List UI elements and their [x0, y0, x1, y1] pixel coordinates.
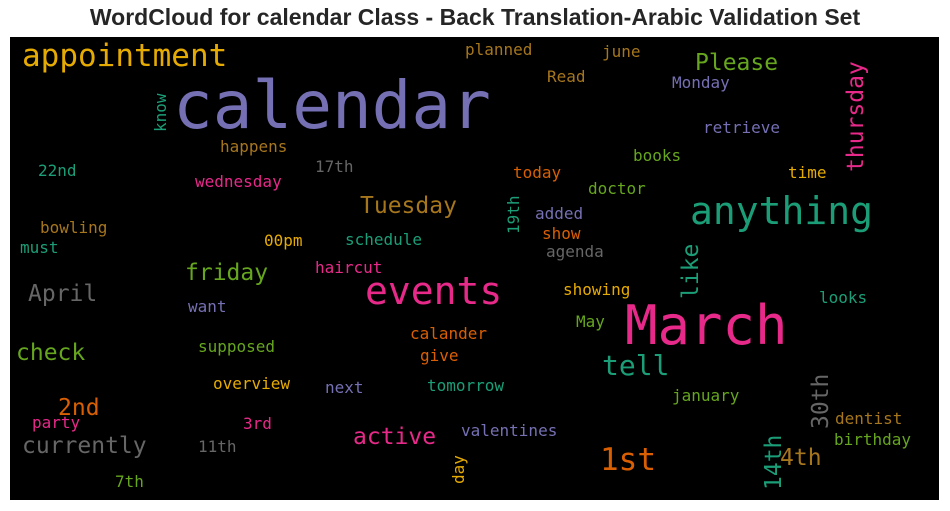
word-tuesday: Tuesday: [360, 193, 457, 219]
wordcloud-canvas: calendar March events anything appointment 1s…: [10, 37, 939, 500]
word-retrieve: retrieve: [703, 118, 781, 137]
word-3rd: 3rd: [243, 414, 272, 433]
word-party: party: [32, 413, 81, 432]
word-doctor: doctor: [588, 179, 646, 198]
word-friday: friday: [185, 260, 269, 286]
word-january: january: [672, 386, 740, 405]
word-schedule: schedule: [345, 230, 423, 249]
word-like: like: [678, 243, 704, 299]
word-june: june: [602, 42, 641, 61]
word-looks: looks: [819, 288, 868, 307]
word-appointment: appointment: [22, 38, 228, 74]
word-april: April: [28, 281, 98, 307]
word-calander: calander: [410, 324, 488, 343]
word-7th: 7th: [115, 472, 144, 491]
word-calendar: calendar: [173, 67, 491, 144]
word-wednesday: wednesday: [195, 172, 282, 191]
word-00pm: 00pm: [264, 231, 303, 250]
word-valentines: valentines: [461, 421, 558, 440]
word-time: time: [788, 163, 827, 182]
word-monday: Monday: [672, 73, 730, 92]
word-read: Read: [547, 67, 586, 86]
word-please: Please: [695, 50, 779, 76]
word-must: must: [20, 238, 59, 257]
word-show: show: [542, 224, 581, 243]
word-tomorrow: tomorrow: [427, 376, 505, 395]
word-2nd: 2nd: [58, 395, 100, 421]
word-events: events: [365, 269, 503, 313]
word-anything: anything: [690, 189, 874, 233]
word-tell: tell: [602, 349, 670, 382]
word-supposed: supposed: [198, 337, 276, 356]
word-books: books: [633, 146, 682, 165]
word-agenda: agenda: [546, 242, 604, 261]
word-added: added: [535, 204, 584, 223]
word-want: want: [188, 297, 227, 316]
word-know: know: [151, 93, 170, 132]
word-1st: 1st: [600, 442, 656, 478]
word-22nd: 22nd: [38, 161, 77, 180]
word-active: active: [353, 424, 437, 450]
word-11th: 11th: [198, 437, 237, 456]
word-give: give: [420, 346, 459, 365]
word-day: day: [449, 455, 468, 484]
word-next: next: [325, 378, 364, 397]
word-birthday: birthday: [834, 430, 912, 449]
word-4th: 4th: [780, 445, 822, 471]
word-march: March: [625, 294, 788, 357]
word-dentist: dentist: [835, 409, 903, 428]
word-check: check: [16, 340, 86, 366]
word-happens: happens: [220, 137, 288, 156]
word-may: May: [576, 312, 605, 331]
word-planned: planned: [465, 40, 533, 59]
word-currently: currently: [22, 433, 147, 459]
word-thursday: thursday: [843, 61, 869, 172]
word-today: today: [513, 163, 562, 182]
word-30th: 30th: [808, 373, 834, 429]
word-haircut: haircut: [315, 258, 383, 277]
chart-title: WordCloud for calendar Class - Back Tran…: [89, 4, 861, 30]
word-17th: 17th: [315, 157, 354, 176]
word-showing: showing: [563, 280, 631, 299]
word-19th: 19th: [504, 195, 523, 234]
word-overview: overview: [213, 374, 291, 393]
word-bowling: bowling: [40, 218, 108, 237]
